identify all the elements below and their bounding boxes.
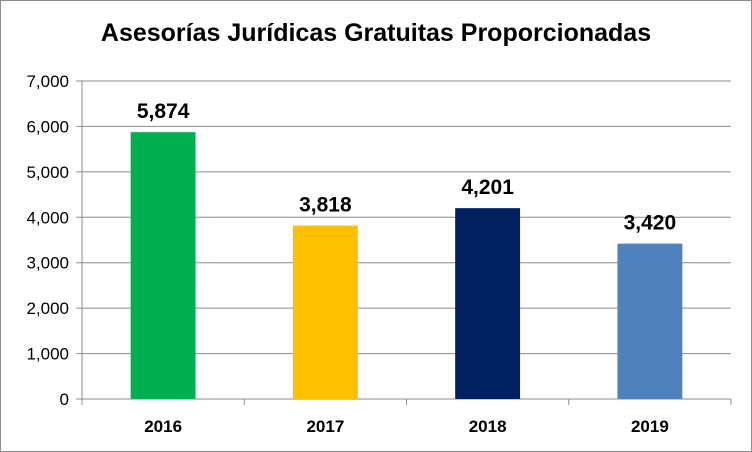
bar-2016 (130, 132, 196, 399)
data-label-2017: 3,818 (299, 194, 352, 217)
y-tick-label: 4,000 (26, 208, 69, 227)
y-tick-label: 2,000 (26, 299, 69, 318)
x-category-label: 2016 (144, 417, 182, 436)
data-label-2018: 4,201 (461, 176, 514, 199)
x-category-label: 2018 (469, 417, 507, 436)
y-tick-label: 7,000 (26, 72, 69, 91)
bar-2018 (455, 208, 521, 399)
y-tick-label: 1,000 (26, 345, 69, 364)
y-tick-label: 0 (60, 390, 69, 409)
y-tick-label: 3,000 (26, 254, 69, 273)
x-category-label: 2017 (306, 417, 344, 436)
x-category-label: 2019 (631, 417, 669, 436)
data-label-2016: 5,874 (137, 100, 190, 123)
chart-title: Asesorías Jurídicas Gratuitas Proporcion… (100, 19, 652, 47)
bar-2019 (617, 243, 683, 399)
data-label-2019: 3,420 (624, 212, 677, 235)
y-tick-label: 6,000 (26, 117, 69, 136)
bar-2017 (292, 225, 358, 399)
y-tick-label: 5,000 (26, 163, 69, 182)
